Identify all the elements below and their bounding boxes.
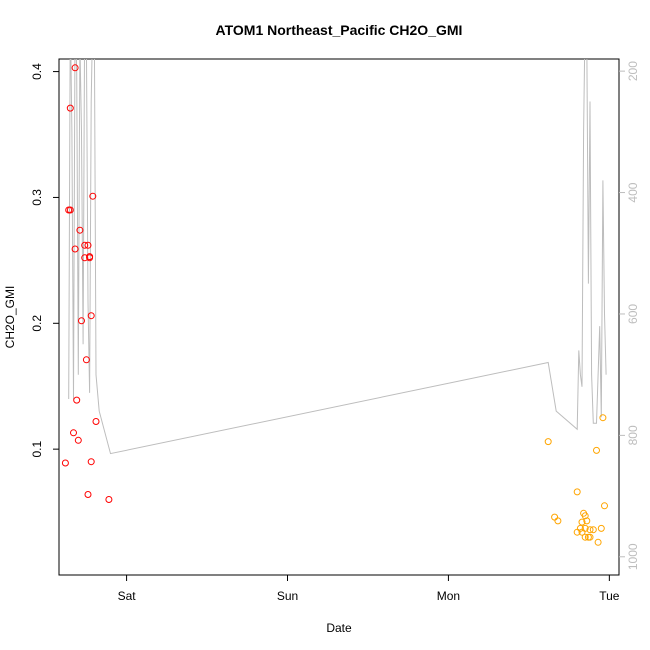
y-axis-right: 200 400 600 800 1000 xyxy=(619,61,640,570)
y-tick-label: 0.1 xyxy=(30,440,44,457)
y2-tick-label: 200 xyxy=(626,61,640,81)
data-point xyxy=(81,254,89,262)
data-point xyxy=(554,517,562,525)
x-tick-label: Tue xyxy=(599,589,620,603)
data-point xyxy=(82,356,90,364)
data-point xyxy=(70,429,77,437)
data-point xyxy=(66,206,74,214)
data-point xyxy=(76,226,84,234)
y2-tick-label: 400 xyxy=(626,182,640,202)
data-point xyxy=(581,524,589,532)
data-point xyxy=(581,533,589,541)
data-point xyxy=(73,396,81,404)
data-point xyxy=(81,241,89,249)
data-point xyxy=(87,458,95,466)
x-tick-label: Sat xyxy=(118,589,137,603)
data-point xyxy=(597,524,605,532)
data-point xyxy=(586,526,594,534)
data-point xyxy=(89,192,97,200)
data-point xyxy=(578,518,586,526)
y2-tick-label: 800 xyxy=(626,425,640,445)
y-tick-label: 0.2 xyxy=(30,315,44,332)
x-axis: Sat Sun Mon Tue xyxy=(118,575,620,603)
x-tick-label: Mon xyxy=(437,589,460,603)
data-point xyxy=(92,418,100,425)
x-tick-label: Sun xyxy=(277,589,298,603)
data-point xyxy=(589,526,597,534)
data-point xyxy=(87,312,95,320)
data-point xyxy=(599,414,607,422)
data-point xyxy=(601,502,608,510)
data-point xyxy=(573,488,581,496)
data-point xyxy=(583,517,591,525)
data-point xyxy=(551,513,559,521)
y-axis-label: CH2O_GMI xyxy=(3,286,17,349)
data-point xyxy=(84,241,92,249)
y-tick-label: 0.3 xyxy=(30,189,44,206)
data-point xyxy=(105,496,113,503)
x-axis-label: Date xyxy=(326,621,352,635)
y2-tick-label: 1000 xyxy=(626,543,640,570)
data-point xyxy=(71,64,79,72)
data-point xyxy=(74,436,82,444)
data-point xyxy=(586,533,594,541)
data-point xyxy=(594,538,602,546)
data-point xyxy=(61,459,69,467)
data-point xyxy=(84,491,92,498)
pressure-line-layer xyxy=(68,59,607,455)
y-tick-label: 0.4 xyxy=(30,63,44,80)
points-layer xyxy=(61,64,608,546)
data-point xyxy=(71,245,79,253)
data-point xyxy=(78,317,85,325)
plot-frame xyxy=(58,58,620,576)
data-point xyxy=(86,253,94,261)
y-axis-left: 0.1 0.2 0.3 0.4 xyxy=(30,63,59,457)
data-point xyxy=(593,446,600,454)
chart-title: ATOM1 Northeast_Pacific CH2O_GMI xyxy=(216,22,463,38)
y2-tick-label: 600 xyxy=(626,304,640,324)
data-point xyxy=(544,438,552,446)
data-point xyxy=(576,524,584,532)
data-point xyxy=(66,104,74,112)
pressure-line xyxy=(68,59,607,455)
